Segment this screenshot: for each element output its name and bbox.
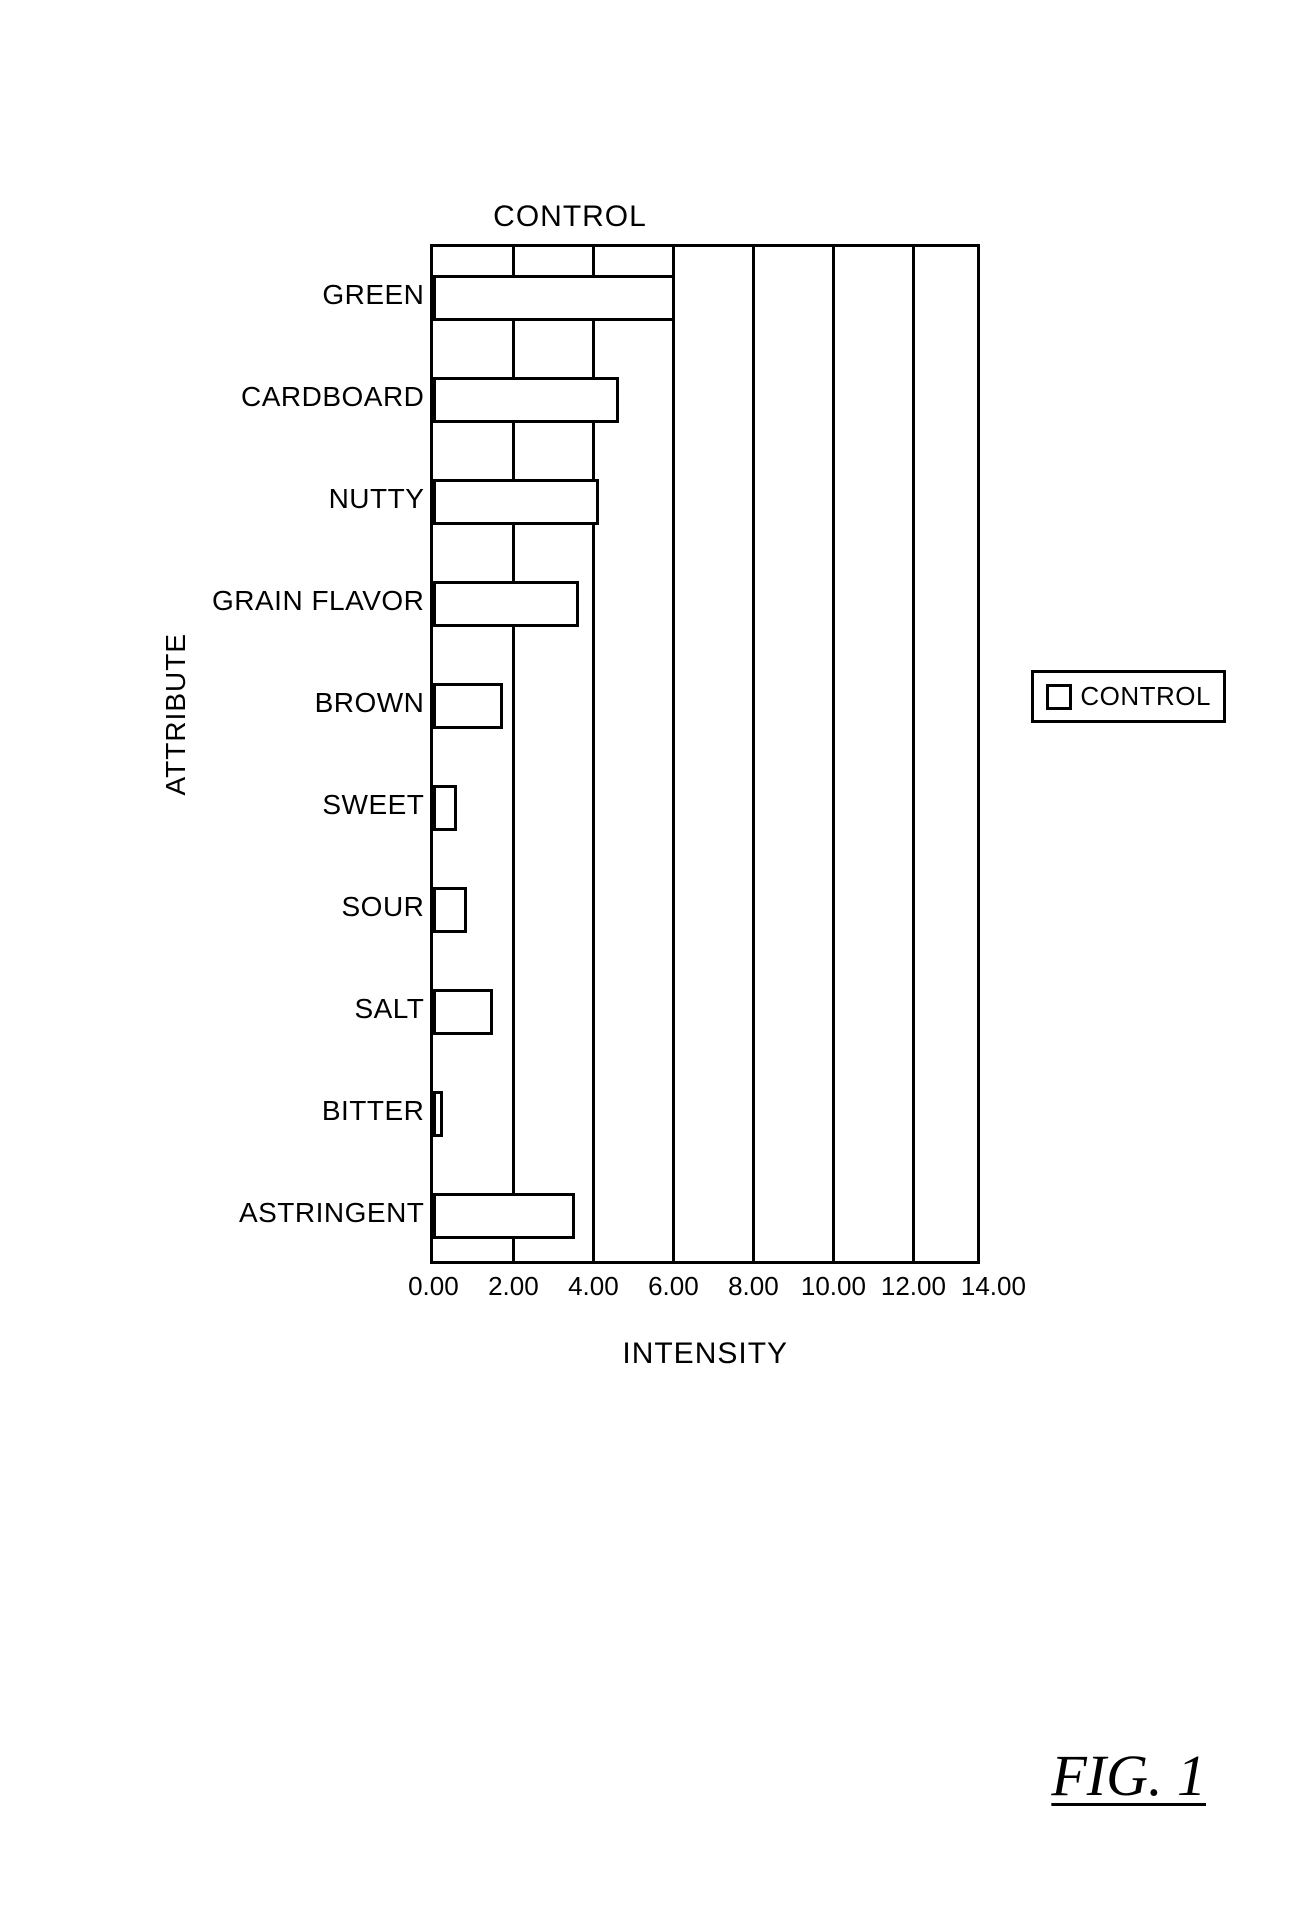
x-axis-label: INTENSITY [622, 1337, 788, 1371]
x-tick-label: 14.00 [961, 1271, 1026, 1302]
y-categories: GREEN CARDBOARD NUTTY GRAIN FLAVOR BROWN SWEE… [212, 244, 430, 1264]
figure-label: FIG. 1 [1051, 1742, 1206, 1809]
y-category-label: CARDBOARD [212, 351, 424, 443]
x-tick-label: 0.00 [408, 1271, 459, 1302]
bar [433, 887, 467, 933]
y-category-label: BITTER [212, 1065, 424, 1157]
x-tick-label: 8.00 [728, 1271, 779, 1302]
bar [433, 275, 675, 321]
x-tick-label: 12.00 [881, 1271, 946, 1302]
bar [433, 479, 599, 525]
bar [433, 683, 503, 729]
gridline [912, 247, 915, 1261]
chart-title: CONTROL [160, 200, 980, 234]
y-axis-label: ATTRIBUTE [160, 633, 192, 795]
y-category-label: GREEN [212, 249, 424, 341]
bar [433, 377, 619, 423]
plot-wrapper: ATTRIBUTE GREEN CARDBOARD NUTTY GRAIN FLAVO… [160, 244, 980, 1264]
y-category-label: SALT [212, 963, 424, 1055]
y-category-label: GRAIN FLAVOR [212, 555, 424, 647]
gridline [752, 247, 755, 1261]
legend-label: CONTROL [1080, 681, 1211, 712]
bar [433, 785, 457, 831]
x-tick-label: 10.00 [801, 1271, 866, 1302]
legend: CONTROL [1031, 670, 1226, 723]
legend-swatch [1046, 684, 1072, 710]
gridline [672, 247, 675, 1261]
y-category-label: SWEET [212, 759, 424, 851]
chart-container: CONTROL ATTRIBUTE GREEN CARDBOARD NUTTY GRA… [160, 200, 980, 1450]
y-category-label: NUTTY [212, 453, 424, 545]
bar [433, 989, 493, 1035]
x-ticks: 0.002.004.006.008.0010.0012.0014.00 [433, 1271, 977, 1301]
bar [433, 1091, 443, 1137]
y-category-label: SOUR [212, 861, 424, 953]
bar [433, 581, 579, 627]
plot-area: 0.002.004.006.008.0010.0012.0014.00 INTE… [430, 244, 980, 1264]
y-category-label: BROWN [212, 657, 424, 749]
bar [433, 1193, 575, 1239]
x-tick-label: 2.00 [488, 1271, 539, 1302]
gridline [832, 247, 835, 1261]
x-tick-label: 6.00 [648, 1271, 699, 1302]
x-tick-label: 4.00 [568, 1271, 619, 1302]
y-category-label: ASTRINGENT [212, 1167, 424, 1259]
